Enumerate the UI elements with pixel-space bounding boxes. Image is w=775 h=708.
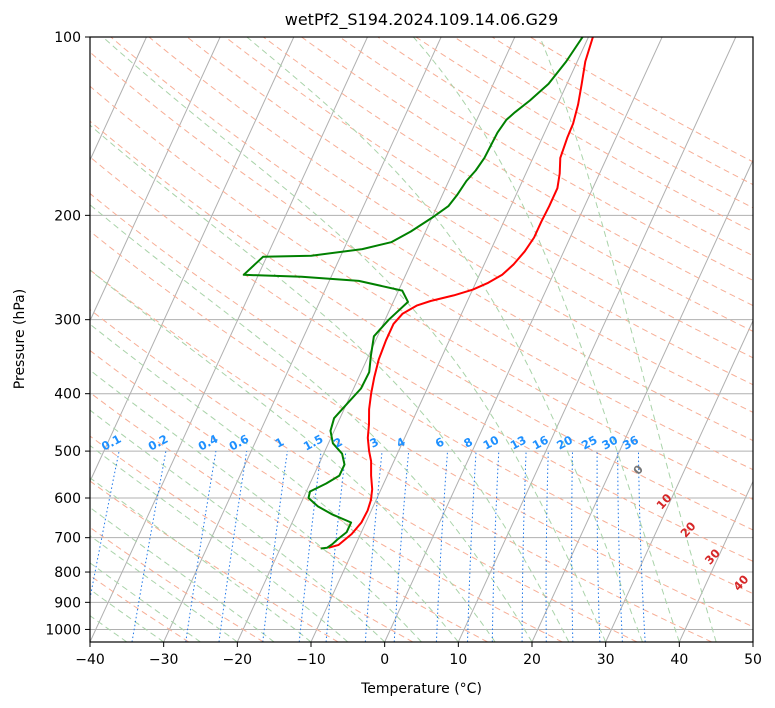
y-tick-label: 100 [54, 30, 81, 46]
moist-adiabat [539, 37, 717, 642]
dry-adiabat [110, 37, 753, 442]
x-axis-label: Temperature (°C) [360, 681, 482, 697]
dry-adiabat [90, 85, 753, 500]
plot-area [90, 37, 753, 642]
y-tick-label: 200 [54, 208, 81, 224]
temperature-profile [328, 37, 594, 549]
x-tick-label: −40 [75, 652, 105, 668]
moist-adiabat [90, 269, 496, 642]
dry-adiabat [186, 37, 753, 386]
isotherm-gridline [163, 37, 442, 642]
dry-adiabat [453, 37, 753, 209]
mixing-ratio-label: 20 [554, 433, 575, 453]
isopleth-label-layer: 0.10.20.40.611.52346810131620253036-100-… [99, 432, 752, 594]
y-tick-label: 500 [54, 444, 81, 460]
dry-adiabat [90, 269, 712, 642]
mixing-ratio-line [185, 451, 217, 642]
dry-adiabat [90, 230, 753, 628]
x-tick-label: −30 [149, 652, 179, 668]
mixing-ratio-label: 13 [508, 433, 529, 453]
moist-adiabat [90, 124, 570, 642]
mixing-ratio-label: 16 [530, 433, 551, 453]
x-tick-label: −10 [296, 652, 326, 668]
y-tick-label: 400 [54, 387, 81, 403]
moist-adiabat [413, 37, 680, 642]
y-tick-label: 1000 [45, 622, 81, 638]
mixing-ratio-line [262, 451, 288, 642]
dewpoint-profile [242, 37, 584, 550]
x-tick-label: −20 [223, 652, 253, 668]
mixing-ratio-label: 10 [481, 433, 502, 453]
x-tick-label: 30 [597, 652, 615, 668]
mixing-ratio-line [298, 451, 322, 642]
dry-adiabat [90, 120, 753, 531]
mixing-ratio-label: 36 [620, 433, 641, 453]
dry-adiabat [90, 349, 563, 642]
plot-frame [89, 36, 754, 643]
isotherm-gridline [531, 158, 753, 642]
y-tick-label: 600 [54, 491, 81, 507]
moist-adiabat [90, 204, 533, 642]
isotherm-gridline [678, 480, 753, 642]
dry-adiabat [90, 526, 264, 642]
dry-adiabat [491, 37, 753, 186]
mixing-ratio-line [90, 451, 120, 602]
isotherm-gridline [90, 37, 295, 483]
dry-adiabat [301, 37, 753, 307]
moist-adiabat [90, 506, 275, 642]
isotherm-gridline [384, 37, 663, 642]
x-tick-label: 0 [380, 652, 389, 668]
isotherm-gridline [90, 37, 147, 162]
isotherm-gridline [457, 37, 737, 642]
y-tick-label: 800 [54, 565, 81, 581]
x-tick-label: 50 [744, 652, 762, 668]
mixing-ratio-line [218, 451, 248, 642]
moist-adiabat [90, 562, 201, 642]
axes: −40 −30 −20 −10 0 10 20 30 40 50 100 200 300 400 500 60… [45, 30, 762, 668]
dry-adiabat [224, 37, 753, 359]
isotherm-gridline [90, 37, 221, 322]
mixing-ratio-line [131, 451, 167, 642]
moist-adiabat [90, 369, 422, 642]
moist-adiabat [102, 37, 607, 642]
y-tick-label: 300 [54, 313, 81, 329]
moist-adiabat [246, 37, 643, 642]
mixing-ratio-label: 30 [599, 433, 620, 453]
moist-adiabat [90, 535, 238, 642]
dry-adiabat [377, 37, 753, 257]
isotherm-gridline [605, 319, 753, 642]
x-tick-label: 10 [449, 652, 467, 668]
y-tick-label: 700 [54, 531, 81, 547]
x-tick-label: 40 [670, 652, 688, 668]
dry-adiabat [90, 308, 638, 642]
y-tick-label: 900 [54, 595, 81, 611]
moist-adiabat [90, 323, 459, 642]
moist-adiabat [90, 444, 349, 642]
isotherm-gridline [236, 37, 516, 642]
mixing-ratio-label: 25 [579, 433, 600, 453]
dry-adiabat [90, 391, 488, 642]
dry-adiabat [90, 51, 753, 471]
dry-adiabat [530, 37, 753, 163]
y-axis-label: Pressure (hPa) [12, 289, 28, 389]
dry-adiabat [90, 480, 339, 642]
x-tick-label: 20 [523, 652, 541, 668]
chart-title: wetPf2_S194.2024.109.14.06.G29 [285, 10, 559, 30]
dry-adiabat [415, 37, 753, 233]
dry-adiabat [148, 37, 753, 413]
moist-adiabat [90, 588, 164, 642]
moist-adiabat [90, 409, 386, 642]
